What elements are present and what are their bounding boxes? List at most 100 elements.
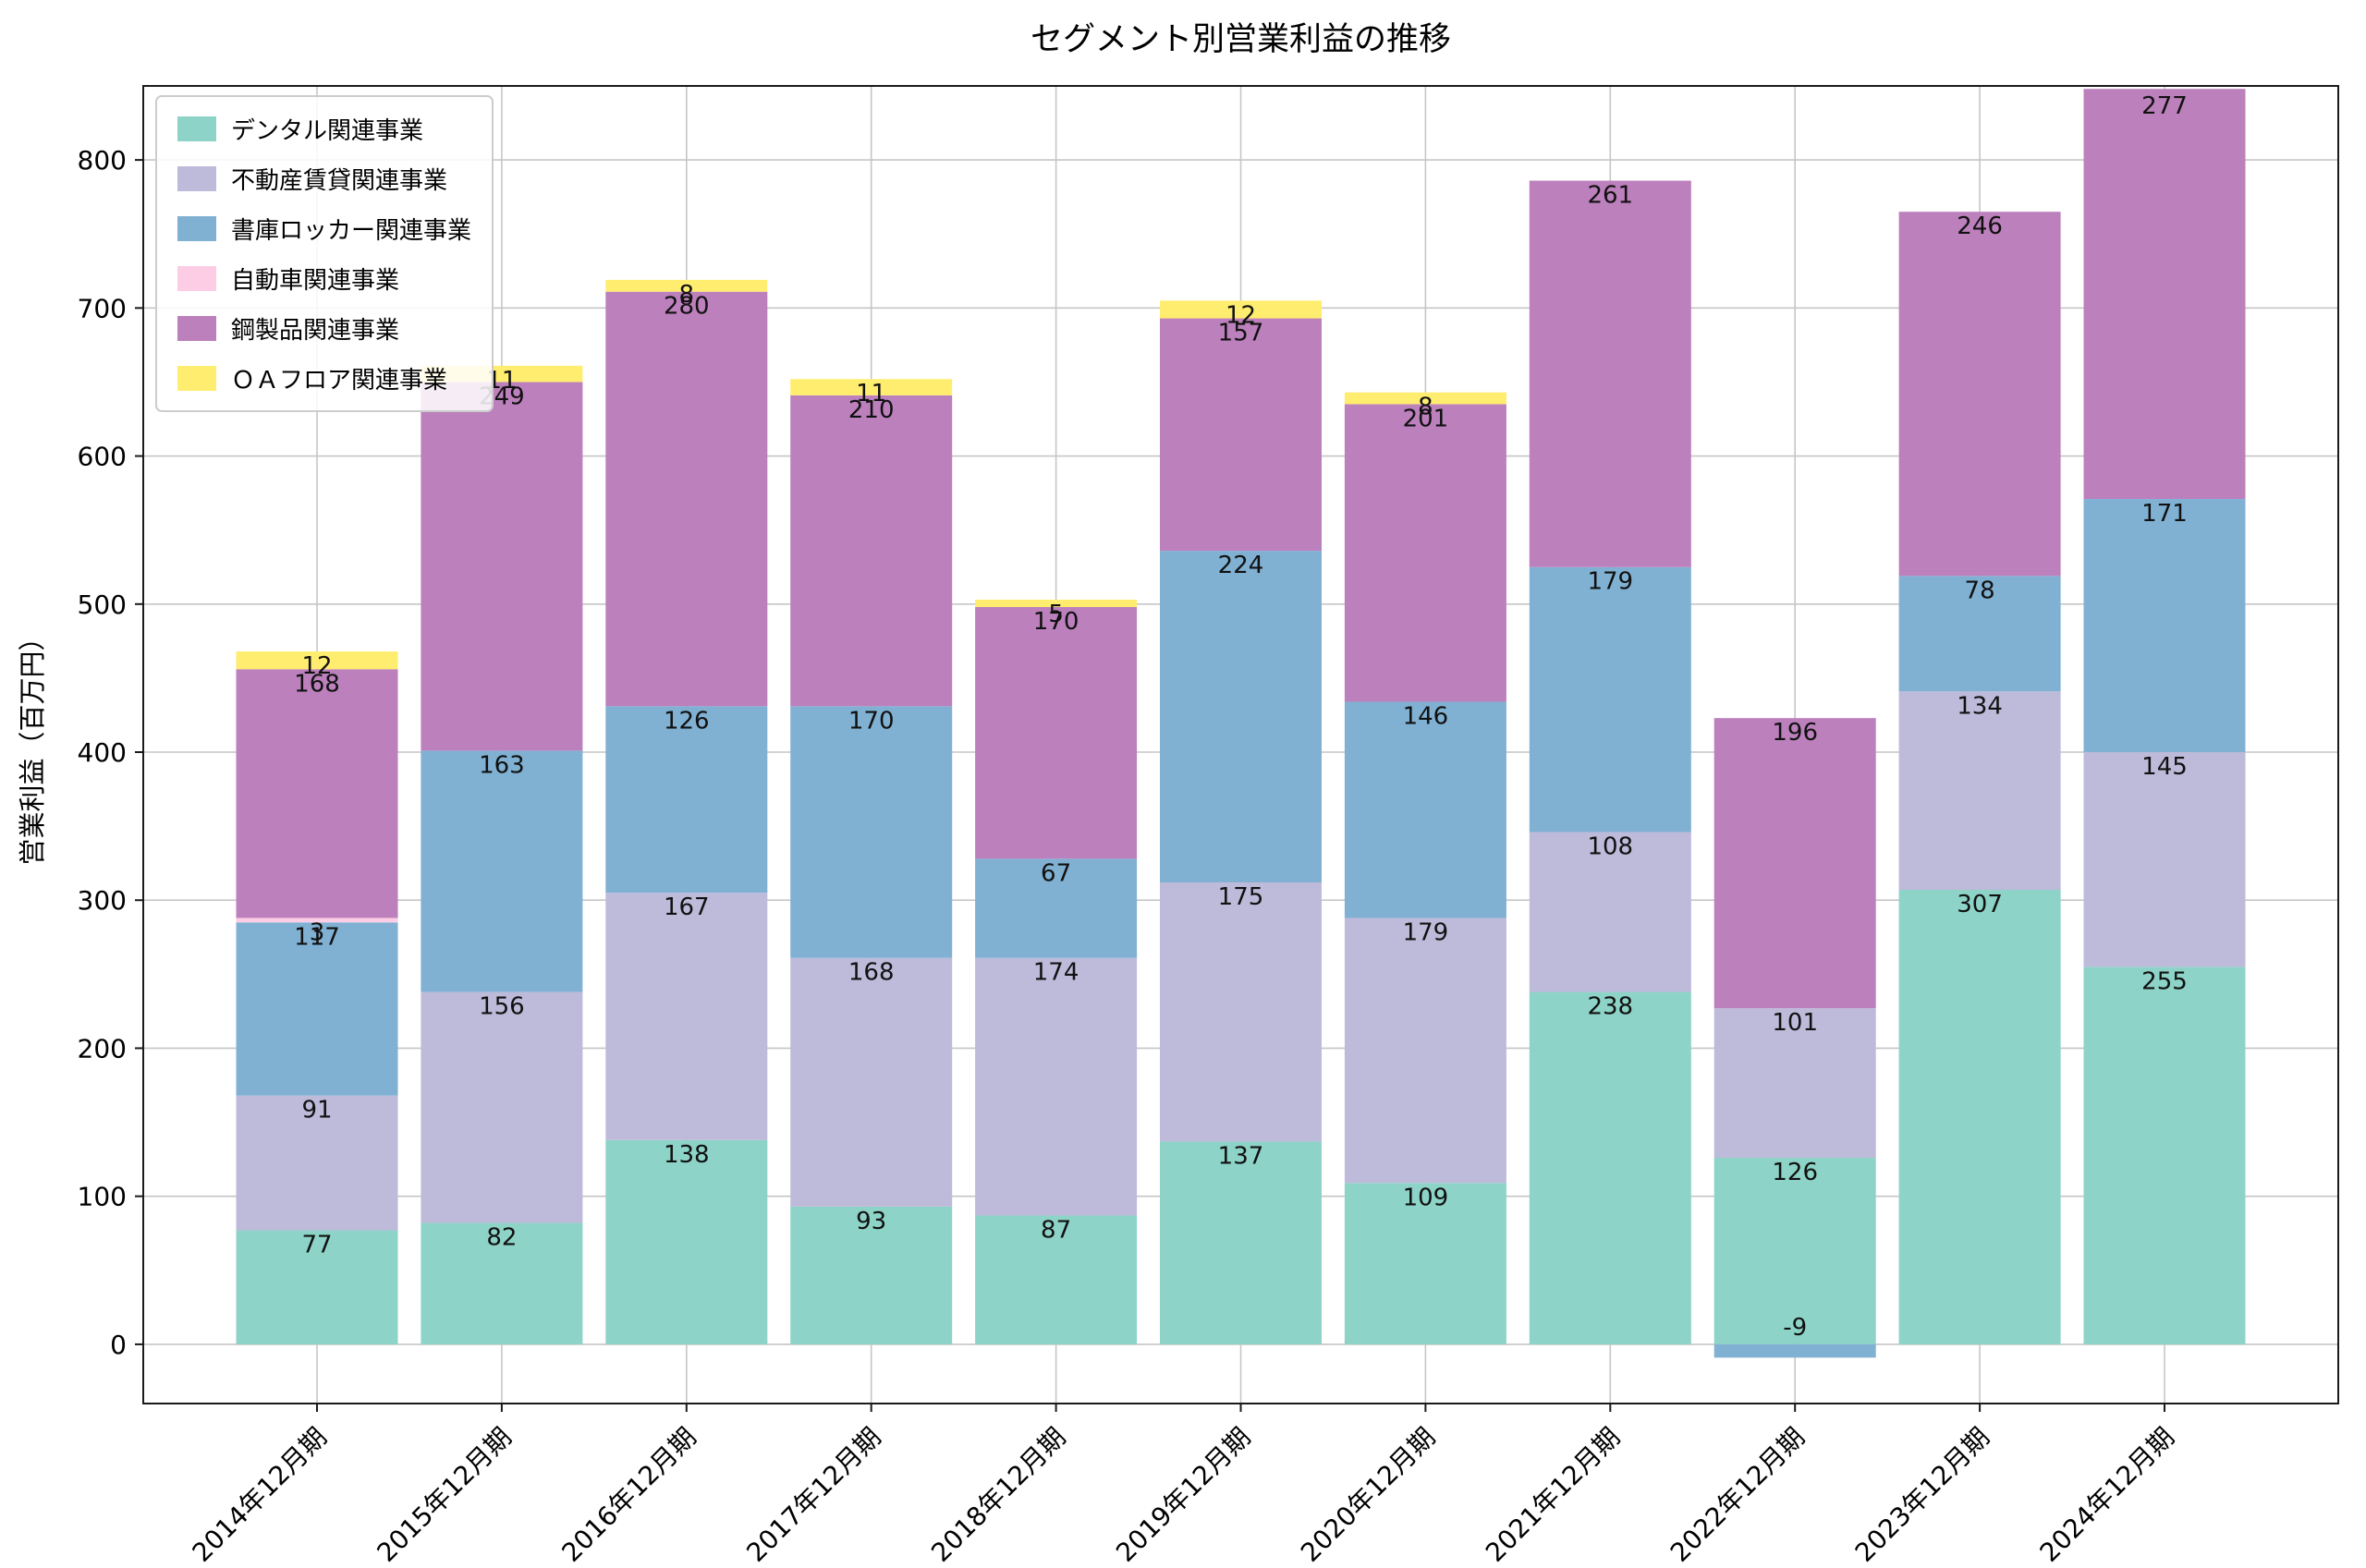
bar-segment-s1-c0 <box>236 1095 398 1231</box>
value-label: 67 <box>1041 859 1071 887</box>
bar-segment-s1-c7 <box>1529 832 1691 992</box>
x-tick-label: 2023年12月期 <box>1849 1422 1995 1568</box>
bar-segment-s4-c2 <box>605 291 768 707</box>
bars <box>236 89 2246 1358</box>
bar-segment-s4-c6 <box>1344 404 1506 702</box>
bar-segment-s1-c6 <box>1344 918 1506 1184</box>
value-label: 170 <box>1033 608 1079 636</box>
y-tick-label: 300 <box>78 885 127 916</box>
legend-label: デンタル関連事業 <box>231 117 424 145</box>
bar-segment-s2-c9 <box>1898 576 2061 692</box>
legend-label: 不動産賃貸関連事業 <box>231 167 448 195</box>
bar-segment-s0-c5 <box>1160 1141 1322 1344</box>
y-tick-label: 600 <box>78 442 127 472</box>
value-label: 179 <box>1403 918 1449 946</box>
legend-item-2: 書庫ロッカー関連事業 <box>177 212 471 246</box>
x-tick-label: 2014年12月期 <box>187 1422 333 1568</box>
bar-segment-s4-c5 <box>1160 318 1322 552</box>
bar-segment-s1-c9 <box>1898 691 2061 891</box>
value-label: 224 <box>1218 552 1264 579</box>
value-label: 12 <box>301 652 332 680</box>
bar-segment-s4-c0 <box>236 669 398 918</box>
value-label: -9 <box>1783 1314 1807 1342</box>
value-label: 261 <box>1587 182 1633 210</box>
bar-segment-s5-c3 <box>790 379 953 395</box>
legend-item-0: デンタル関連事業 <box>177 112 471 146</box>
y-tick-label: 200 <box>78 1033 127 1064</box>
value-label: 137 <box>1218 1142 1264 1170</box>
legend-item-1: 不動産賃貸関連事業 <box>177 162 471 196</box>
x-tick-label: 2020年12月期 <box>1295 1422 1441 1568</box>
value-label: 108 <box>1587 833 1633 861</box>
value-label: 246 <box>1957 213 2003 240</box>
bar-segment-s0-c6 <box>1344 1183 1506 1344</box>
value-label: 168 <box>294 670 340 698</box>
value-label: 280 <box>664 293 710 321</box>
value-label: 91 <box>301 1097 332 1124</box>
legend-item-3: 自動車関連事業 <box>177 261 471 296</box>
x-tick-label: 2017年12月期 <box>740 1422 886 1568</box>
bar-segment-s2-c2 <box>605 706 768 893</box>
legend-item-4: 鋼製品関連事業 <box>177 311 471 346</box>
value-label: 126 <box>1772 1159 1818 1186</box>
bar-segment-s0-c1 <box>421 1222 583 1344</box>
bar-segment-s4-c10 <box>2083 89 2246 500</box>
bar-segment-s0-c8 <box>1714 1158 1876 1344</box>
legend-swatch <box>177 366 216 391</box>
value-label: 255 <box>2141 967 2188 995</box>
legend-label: 自動車関連事業 <box>231 267 400 295</box>
bar-segment-s1-c5 <box>1160 882 1322 1142</box>
legend-swatch <box>177 266 216 291</box>
bar-segment-s4-c8 <box>1714 718 1876 1009</box>
bar-segment-s5-c6 <box>1344 392 1506 405</box>
bar-segment-s0-c4 <box>975 1215 1138 1344</box>
bar-segment-s4-c1 <box>421 382 583 751</box>
value-label: 146 <box>1403 703 1449 731</box>
value-label: 196 <box>1772 719 1818 747</box>
bar-segment-s2-c1 <box>421 750 583 992</box>
bar-segment-s3-c0 <box>236 918 398 923</box>
value-label: 156 <box>479 993 525 1021</box>
x-tick-label: 2022年12月期 <box>1665 1422 1811 1568</box>
value-label: 138 <box>664 1141 710 1169</box>
bar-segment-s5-c5 <box>1160 300 1322 319</box>
x-tick-label: 2024年12月期 <box>2034 1422 2180 1568</box>
x-tick-label: 2015年12月期 <box>372 1422 518 1568</box>
value-label: 87 <box>1041 1217 1071 1245</box>
x-tick-label: 2019年12月期 <box>1110 1422 1256 1568</box>
value-label: 145 <box>2141 753 2188 781</box>
value-label: 238 <box>1587 993 1633 1021</box>
value-label: 8 <box>679 281 695 309</box>
bar-segment-s1-c10 <box>2083 752 2246 967</box>
bar-segment-s5-c0 <box>236 651 398 670</box>
chart-legend: デンタル関連事業 不動産賃貸関連事業書庫ロッカー関連事業自動車関連事業鋼製品関連事… <box>155 95 494 412</box>
bar-segment-s0-c2 <box>605 1139 768 1344</box>
legend-swatch <box>177 216 216 241</box>
value-label: 117 <box>294 923 340 951</box>
bar-segment-s4-c4 <box>975 606 1138 859</box>
x-tick-label: 2021年12月期 <box>1480 1422 1626 1568</box>
bar-segment-s4-c7 <box>1529 180 1691 567</box>
y-tick-label: 0 <box>110 1330 127 1360</box>
bar-segment-s4-c3 <box>790 395 953 707</box>
y-axis: 0 100 200 300 400 500 600 700 800 <box>78 145 143 1360</box>
bar-segment-s5-c2 <box>605 279 768 292</box>
chart-title: セグメント別営業利益の推移 <box>1030 21 1451 58</box>
bar-segment-s2-c3 <box>790 706 953 958</box>
y-tick-label: 700 <box>78 293 127 323</box>
value-label: 11 <box>856 380 886 407</box>
bar-segment-s2-c5 <box>1160 551 1322 883</box>
value-label: 168 <box>848 959 895 987</box>
x-axis: 2014年12月期 2015年12月期 2016年12月期 2017年12月期 2018… <box>187 1404 2180 1568</box>
bar-segment-s0-c10 <box>2083 966 2246 1344</box>
value-label: 3 <box>310 918 325 946</box>
bar-segment-s5-c4 <box>975 599 1138 607</box>
legend-swatch <box>177 316 216 341</box>
bar-segment-s0-c0 <box>236 1230 398 1344</box>
bar-segment-s1-c1 <box>421 991 583 1223</box>
value-label: 174 <box>1033 959 1079 987</box>
value-label: 101 <box>1772 1009 1818 1037</box>
value-label: 82 <box>486 1224 517 1252</box>
legend-label: ＯＡフロア関連事業 <box>231 367 448 395</box>
bar-segment-s0-c7 <box>1529 991 1691 1344</box>
